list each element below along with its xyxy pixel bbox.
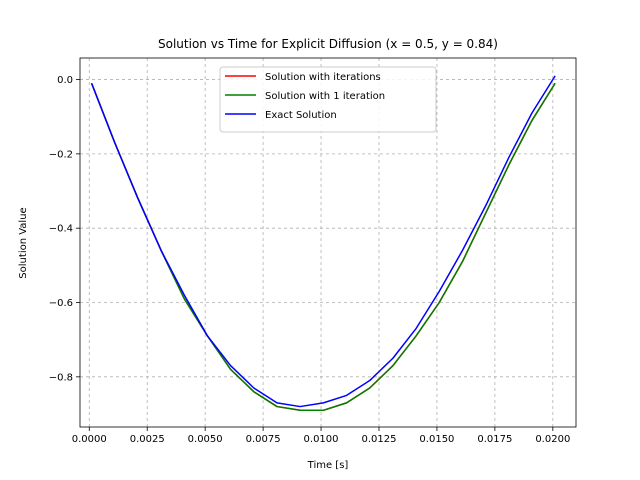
- legend: Solution with iterations Solution with 1 …: [219, 66, 437, 133]
- y-tick-label: −0.4: [49, 224, 73, 235]
- y-tick-label: 0.0: [57, 75, 73, 86]
- series-layer: [90, 75, 556, 412]
- legend-label: Exact Solution: [265, 110, 337, 121]
- x-tick-label: 0.0025: [130, 434, 165, 445]
- x-axis-label: Time [s]: [307, 460, 349, 471]
- legend-item: Solution with iterations: [225, 72, 381, 83]
- y-axis-label: Solution Value: [18, 207, 29, 278]
- x-tick-label: 0.0075: [246, 434, 281, 445]
- axis-ticks: 0.0000 0.0025 0.0050 0.0075 0.0100 0.0125 0.01…: [49, 75, 571, 445]
- y-tick-label: −0.6: [49, 298, 73, 309]
- legend-box: [219, 66, 437, 133]
- series-line-2: [90, 75, 556, 408]
- y-tick-label: −0.8: [49, 372, 73, 383]
- x-tick-label: 0.0100: [304, 434, 339, 445]
- x-tick-label: 0.0200: [535, 434, 570, 445]
- plot-area-frame: [79, 57, 577, 428]
- legend-item: Solution with 1 iteration: [225, 91, 385, 102]
- x-tick-label: 0.0000: [72, 434, 107, 445]
- legend-label: Solution with 1 iteration: [265, 91, 385, 102]
- x-tick-label: 0.0175: [477, 434, 512, 445]
- chart-title: Solution vs Time for Explicit Diffusion …: [158, 37, 498, 51]
- y-tick-label: −0.2: [49, 149, 73, 160]
- x-tick-label: 0.0125: [361, 434, 396, 445]
- legend-label: Solution with iterations: [265, 72, 381, 83]
- x-tick-label: 0.0150: [419, 434, 454, 445]
- x-tick-label: 0.0050: [188, 434, 223, 445]
- legend-item: Exact Solution: [225, 110, 337, 121]
